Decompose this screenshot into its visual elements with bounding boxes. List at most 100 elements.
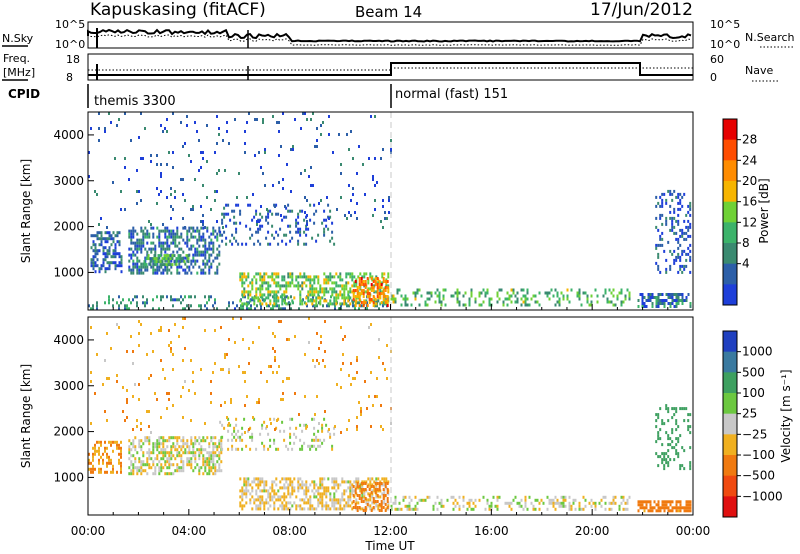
range-gate-cell	[420, 498, 423, 502]
range-gate-cell	[273, 489, 276, 493]
range-gate-cell	[158, 241, 161, 245]
range-gate-cell	[178, 262, 181, 266]
range-gate-cell	[178, 454, 181, 458]
range-gate-cell	[287, 275, 290, 279]
range-gate-cell	[677, 255, 680, 259]
range-gate-cell	[134, 448, 137, 452]
range-gate-cell	[325, 299, 328, 303]
range-gate-cell	[98, 449, 100, 453]
range-gate-cell	[582, 495, 585, 499]
range-gate-cell	[354, 211, 356, 214]
range-gate-cell	[329, 215, 332, 219]
range-gate-cell	[283, 299, 286, 303]
range-gate-cell	[325, 224, 328, 228]
range-gate-cell	[596, 300, 599, 304]
range-gate-cell	[241, 447, 244, 451]
range-gate-cell	[90, 261, 93, 265]
range-gate-cell	[657, 434, 660, 438]
range-gate-cell	[281, 477, 284, 481]
range-gate-cell	[325, 278, 328, 282]
range-gate-cell	[416, 501, 419, 505]
range-gate-cell	[184, 295, 186, 299]
range-gate-cell	[261, 495, 264, 499]
range-gate-cell	[416, 288, 419, 292]
range-gate-cell	[263, 293, 266, 297]
range-gate-cell	[663, 467, 666, 471]
range-gate-cell	[357, 501, 360, 505]
range-gate-cell	[120, 467, 122, 471]
range-gate-cell	[173, 260, 176, 264]
range-gate-cell	[376, 494, 379, 497]
range-gate-cell	[295, 495, 298, 499]
range-gate-cell	[514, 495, 517, 499]
range-gate-cell	[283, 429, 286, 433]
colorbar-swatch	[723, 434, 737, 456]
nave-line	[88, 67, 693, 71]
range-gate-cell	[206, 160, 208, 163]
range-gate-cell	[594, 501, 597, 505]
range-gate-cell	[144, 235, 147, 239]
range-gate-cell	[687, 246, 690, 250]
range-gate-cell	[641, 500, 644, 504]
range-gate-cell	[496, 507, 499, 511]
range-gate-cell	[326, 304, 328, 308]
range-gate-cell	[164, 454, 167, 458]
range-gate-cell	[214, 362, 216, 365]
range-gate-cell	[468, 504, 471, 508]
range-gate-cell	[362, 289, 365, 292]
range-gate-cell	[444, 303, 447, 307]
range-gate-cell	[265, 483, 268, 487]
range-gate-cell	[354, 295, 357, 298]
range-gate-cell	[689, 506, 692, 510]
range-gate-cell	[98, 440, 100, 444]
range-gate-cell	[261, 224, 264, 228]
range-gate-cell	[168, 268, 171, 272]
range-gate-cell	[372, 497, 375, 500]
range-gate-cell	[200, 466, 203, 470]
range-gate-cell	[317, 429, 320, 433]
range-gate-cell	[382, 226, 384, 229]
range-gate-cell	[124, 112, 126, 115]
range-gate-cell	[356, 356, 358, 359]
range-gate-cell	[311, 278, 314, 282]
range-gate-cell	[255, 212, 258, 216]
range-gate-cell	[313, 492, 316, 496]
range-gate-cell	[622, 507, 625, 511]
range-gate-cell	[462, 504, 465, 508]
range-gate-cell	[275, 492, 278, 496]
range-gate-cell	[293, 441, 296, 445]
range-gate-cell	[162, 247, 165, 251]
range-gate-cell	[181, 257, 184, 261]
range-gate-cell	[311, 293, 314, 297]
range-gate-cell	[371, 495, 374, 499]
range-gate-cell	[235, 432, 238, 436]
range-gate-cell	[554, 507, 557, 511]
range-gate-cell	[170, 472, 173, 476]
range-gate-cell	[112, 470, 114, 474]
range-gate-cell	[136, 469, 139, 473]
range-gate-cell	[490, 297, 493, 301]
range-gate-cell	[266, 304, 268, 308]
range-gate-cell	[132, 229, 135, 233]
range-gate-cell	[130, 241, 133, 245]
x-tick-label: 12:00	[373, 524, 408, 538]
range-gate-cell	[294, 392, 296, 395]
range-gate-cell	[305, 501, 308, 505]
colorbar-swatch	[723, 181, 737, 203]
range-gate-cell	[194, 262, 197, 266]
range-gate-cell	[260, 304, 262, 308]
range-gate-cell	[368, 298, 371, 301]
range-gate-cell	[162, 244, 165, 248]
range-gate-cell	[382, 301, 384, 305]
range-gate-cell	[327, 507, 330, 511]
range-gate-cell	[294, 335, 296, 338]
range-gate-cell	[148, 436, 151, 440]
range-gate-cell	[274, 304, 276, 308]
range-gate-cell	[190, 359, 192, 362]
range-gate-cell	[319, 486, 322, 490]
range-gate-cell	[675, 299, 678, 302]
range-gate-cell	[194, 253, 197, 257]
range-gate-cell	[255, 230, 258, 234]
range-gate-cell	[293, 477, 296, 481]
range-gate-cell	[267, 495, 270, 499]
